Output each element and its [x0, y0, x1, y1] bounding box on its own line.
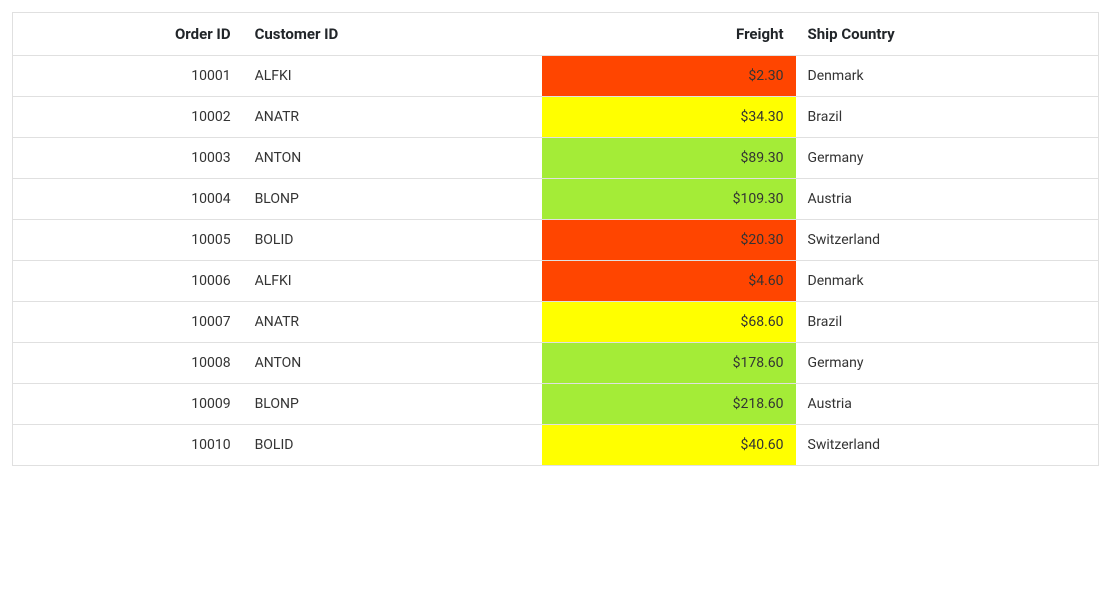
cell-freight: $40.60: [542, 425, 796, 465]
cell-customer-id: ANTON: [243, 343, 542, 383]
col-header-freight[interactable]: Freight: [542, 13, 796, 55]
table-row[interactable]: 10004BLONP$109.30Austria: [13, 179, 1098, 220]
col-header-order-id[interactable]: Order ID: [13, 13, 243, 55]
cell-ship-country: Germany: [796, 343, 1098, 383]
col-header-customer-id[interactable]: Customer ID: [243, 13, 542, 55]
cell-order-id: 10001: [13, 56, 243, 96]
orders-grid: Order ID Customer ID Freight Ship Countr…: [12, 12, 1099, 466]
cell-ship-country: Germany: [796, 138, 1098, 178]
cell-order-id: 10007: [13, 302, 243, 342]
cell-order-id: 10006: [13, 261, 243, 301]
cell-customer-id: ANATR: [243, 97, 542, 137]
grid-header-row: Order ID Customer ID Freight Ship Countr…: [13, 13, 1098, 56]
cell-ship-country: Austria: [796, 384, 1098, 424]
cell-freight: $178.60: [542, 343, 796, 383]
cell-customer-id: ALFKI: [243, 56, 542, 96]
cell-ship-country: Denmark: [796, 56, 1098, 96]
cell-customer-id: ANTON: [243, 138, 542, 178]
table-row[interactable]: 10003ANTON$89.30Germany: [13, 138, 1098, 179]
cell-customer-id: ANATR: [243, 302, 542, 342]
cell-freight: $34.30: [542, 97, 796, 137]
cell-order-id: 10005: [13, 220, 243, 260]
cell-order-id: 10004: [13, 179, 243, 219]
cell-freight: $4.60: [542, 261, 796, 301]
col-header-ship-country[interactable]: Ship Country: [796, 13, 1098, 55]
table-row[interactable]: 10006ALFKI$4.60Denmark: [13, 261, 1098, 302]
grid-body: 10001ALFKI$2.30Denmark10002ANATR$34.30Br…: [13, 56, 1098, 465]
cell-customer-id: ALFKI: [243, 261, 542, 301]
cell-freight: $109.30: [542, 179, 796, 219]
table-row[interactable]: 10005BOLID$20.30Switzerland: [13, 220, 1098, 261]
cell-ship-country: Switzerland: [796, 220, 1098, 260]
table-row[interactable]: 10001ALFKI$2.30Denmark: [13, 56, 1098, 97]
cell-order-id: 10009: [13, 384, 243, 424]
cell-order-id: 10008: [13, 343, 243, 383]
cell-ship-country: Switzerland: [796, 425, 1098, 465]
cell-freight: $218.60: [542, 384, 796, 424]
cell-ship-country: Austria: [796, 179, 1098, 219]
cell-order-id: 10010: [13, 425, 243, 465]
cell-freight: $68.60: [542, 302, 796, 342]
cell-customer-id: BLONP: [243, 179, 542, 219]
cell-freight: $89.30: [542, 138, 796, 178]
cell-customer-id: BOLID: [243, 220, 542, 260]
cell-ship-country: Brazil: [796, 302, 1098, 342]
cell-ship-country: Brazil: [796, 97, 1098, 137]
table-row[interactable]: 10007ANATR$68.60Brazil: [13, 302, 1098, 343]
cell-order-id: 10002: [13, 97, 243, 137]
cell-freight: $20.30: [542, 220, 796, 260]
cell-order-id: 10003: [13, 138, 243, 178]
table-row[interactable]: 10010BOLID$40.60Switzerland: [13, 425, 1098, 465]
cell-ship-country: Denmark: [796, 261, 1098, 301]
table-row[interactable]: 10008ANTON$178.60Germany: [13, 343, 1098, 384]
cell-freight: $2.30: [542, 56, 796, 96]
table-row[interactable]: 10002ANATR$34.30Brazil: [13, 97, 1098, 138]
cell-customer-id: BLONP: [243, 384, 542, 424]
table-row[interactable]: 10009BLONP$218.60Austria: [13, 384, 1098, 425]
cell-customer-id: BOLID: [243, 425, 542, 465]
